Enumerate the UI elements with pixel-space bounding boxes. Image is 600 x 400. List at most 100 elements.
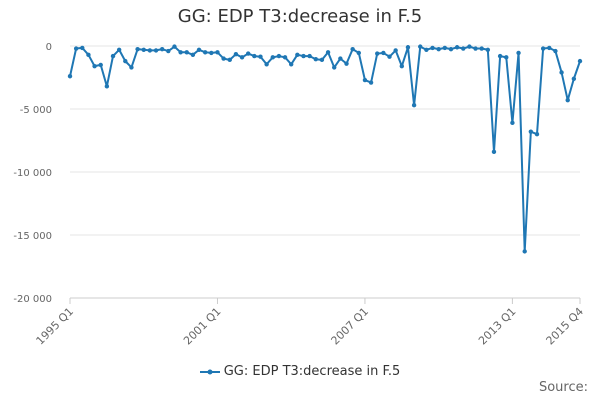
data-point[interactable] xyxy=(178,50,183,55)
series-line xyxy=(69,45,581,253)
data-point[interactable] xyxy=(461,46,466,51)
data-point[interactable] xyxy=(504,55,509,60)
y-tick-label: -15 000 xyxy=(13,231,52,242)
data-point[interactable] xyxy=(264,62,269,67)
data-point[interactable] xyxy=(368,80,374,85)
data-point[interactable] xyxy=(577,58,583,64)
data-point[interactable] xyxy=(86,52,91,58)
data-point[interactable] xyxy=(325,50,331,55)
data-point[interactable] xyxy=(80,45,85,51)
data-point[interactable] xyxy=(516,50,521,56)
data-point[interactable] xyxy=(418,44,423,49)
data-point[interactable] xyxy=(123,58,128,64)
data-point[interactable] xyxy=(350,46,355,52)
data-point[interactable] xyxy=(399,63,405,69)
y-tick-label: -10 000 xyxy=(13,168,52,179)
data-point[interactable] xyxy=(485,47,491,52)
data-point[interactable] xyxy=(522,249,527,254)
data-point[interactable] xyxy=(67,74,73,79)
data-point[interactable] xyxy=(454,45,460,50)
data-point[interactable] xyxy=(282,55,288,60)
data-series xyxy=(67,44,583,254)
data-point[interactable] xyxy=(510,120,515,126)
data-point[interactable] xyxy=(332,65,337,70)
data-point[interactable] xyxy=(528,129,534,134)
x-tick-label: 2015 Q4 xyxy=(544,305,587,348)
data-point[interactable] xyxy=(116,47,122,52)
data-point[interactable] xyxy=(147,48,153,53)
data-point[interactable] xyxy=(362,77,368,83)
data-point[interactable] xyxy=(245,51,251,56)
data-point[interactable] xyxy=(233,51,239,57)
data-point[interactable] xyxy=(467,44,472,49)
data-point[interactable] xyxy=(473,46,478,51)
data-point[interactable] xyxy=(559,70,564,75)
data-point[interactable] xyxy=(424,47,429,52)
data-point[interactable] xyxy=(319,57,325,63)
data-point[interactable] xyxy=(135,46,140,52)
data-point[interactable] xyxy=(479,46,484,51)
data-point[interactable] xyxy=(540,46,546,51)
data-point[interactable] xyxy=(547,45,552,51)
data-point[interactable] xyxy=(239,55,245,60)
y-tick-label: -5 000 xyxy=(20,105,52,116)
data-point[interactable] xyxy=(442,45,448,51)
data-point[interactable] xyxy=(381,50,386,56)
data-point[interactable] xyxy=(553,48,558,54)
data-point[interactable] xyxy=(295,52,300,58)
data-point[interactable] xyxy=(104,84,110,89)
data-point[interactable] xyxy=(387,54,392,59)
data-point[interactable] xyxy=(497,53,503,59)
data-point[interactable] xyxy=(141,47,146,52)
data-point[interactable] xyxy=(276,53,282,59)
data-point[interactable] xyxy=(258,54,263,59)
data-point[interactable] xyxy=(338,56,343,61)
data-point[interactable] xyxy=(356,50,361,56)
data-point[interactable] xyxy=(227,57,232,63)
data-point[interactable] xyxy=(221,56,226,61)
y-tick-label: 0 xyxy=(46,42,52,53)
data-point[interactable] xyxy=(159,46,165,52)
data-point[interactable] xyxy=(430,45,435,51)
data-point[interactable] xyxy=(534,132,540,137)
x-tick-label: 1995 Q1 xyxy=(34,305,77,348)
data-point[interactable] xyxy=(209,50,214,56)
data-point[interactable] xyxy=(491,149,497,155)
data-point[interactable] xyxy=(184,50,189,55)
data-point[interactable] xyxy=(393,48,398,53)
data-point[interactable] xyxy=(405,45,411,50)
data-point[interactable] xyxy=(92,63,97,69)
data-point[interactable] xyxy=(344,61,349,66)
x-axis: 1995 Q1 2001 Q1 2007 Q1 2013 Q1 2015 Q4 xyxy=(34,297,587,348)
data-point[interactable] xyxy=(411,103,417,108)
y-axis-tick-labels: 0 -5 000 -10 000 -15 000 -20 000 xyxy=(13,42,52,305)
data-point[interactable] xyxy=(166,48,171,54)
data-point[interactable] xyxy=(270,55,275,60)
data-point[interactable] xyxy=(196,47,202,52)
data-point[interactable] xyxy=(202,50,208,55)
data-point[interactable] xyxy=(215,50,220,55)
data-point[interactable] xyxy=(571,76,577,81)
data-point[interactable] xyxy=(73,46,79,51)
data-point[interactable] xyxy=(375,51,380,56)
legend[interactable]: GG: EDP T3:decrease in F.5 xyxy=(0,364,600,382)
data-point[interactable] xyxy=(289,62,294,67)
data-point[interactable] xyxy=(301,53,306,59)
data-point[interactable] xyxy=(252,53,257,59)
data-point[interactable] xyxy=(313,57,318,62)
gridlines xyxy=(70,45,580,299)
data-point[interactable] xyxy=(172,44,177,49)
data-point[interactable] xyxy=(565,97,570,103)
legend-label: GG: EDP T3:decrease in F.5 xyxy=(223,364,401,379)
data-point[interactable] xyxy=(190,52,196,58)
data-point[interactable] xyxy=(110,53,116,59)
data-point[interactable] xyxy=(129,65,134,70)
x-tick-label: 2001 Q1 xyxy=(181,305,224,348)
data-point[interactable] xyxy=(436,46,441,52)
data-point[interactable] xyxy=(448,46,454,52)
legend-item[interactable]: GG: EDP T3:decrease in F.5 xyxy=(199,364,401,379)
data-point[interactable] xyxy=(153,48,159,53)
data-point[interactable] xyxy=(307,53,312,59)
data-point[interactable] xyxy=(98,62,103,68)
